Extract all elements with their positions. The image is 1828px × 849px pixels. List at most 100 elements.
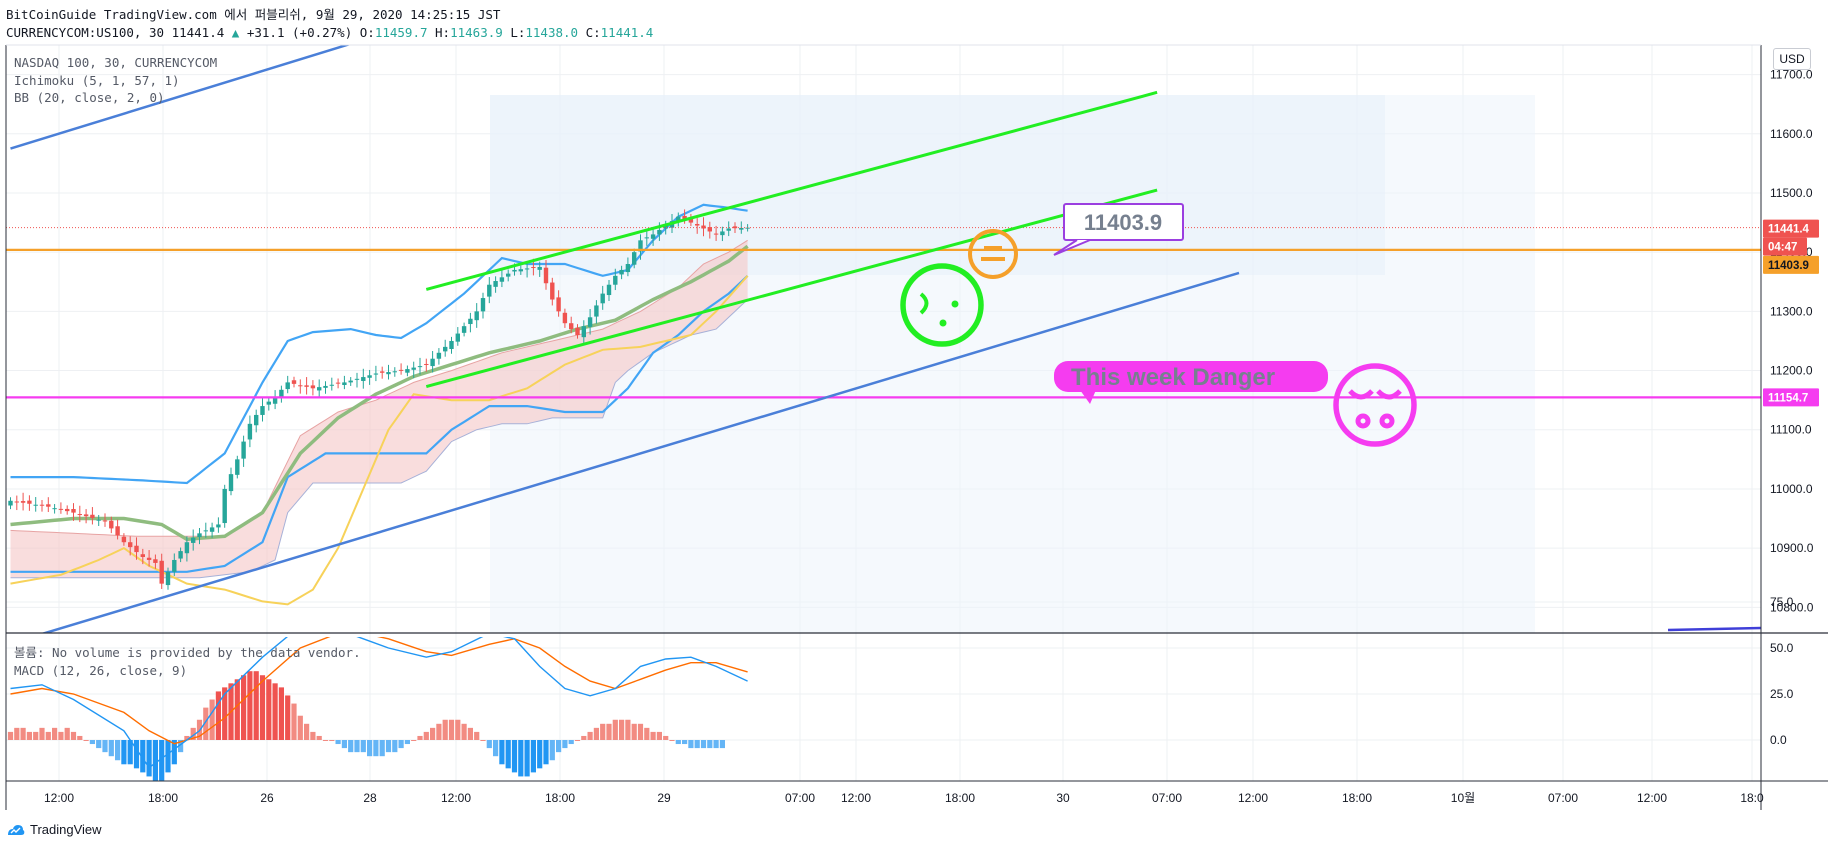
candle[interactable] <box>405 369 410 373</box>
macd-histogram-bar[interactable] <box>530 740 536 773</box>
candle[interactable] <box>39 504 45 506</box>
candle[interactable] <box>581 326 586 338</box>
macd-histogram-bar[interactable] <box>58 731 64 740</box>
candle[interactable] <box>619 269 624 275</box>
candle[interactable] <box>650 234 656 239</box>
candle[interactable] <box>27 500 32 504</box>
candle[interactable] <box>739 227 744 230</box>
candle[interactable] <box>587 317 593 327</box>
footer-brand[interactable]: TradingView <box>30 822 102 837</box>
candle[interactable] <box>613 275 618 285</box>
candle[interactable] <box>342 382 347 385</box>
candle[interactable] <box>594 305 599 317</box>
macd-histogram-bar[interactable] <box>297 715 303 740</box>
macd-histogram-bar[interactable] <box>354 740 360 753</box>
macd-histogram-bar[interactable] <box>285 695 291 740</box>
macd-histogram-bar[interactable] <box>322 740 329 741</box>
macd-histogram-bar[interactable] <box>133 740 140 769</box>
macd-histogram-bar[interactable] <box>593 727 599 740</box>
macd-histogram-bar[interactable] <box>511 740 518 773</box>
blue-trendline-upper[interactable] <box>10 30 395 150</box>
macd-histogram-bar[interactable] <box>14 727 20 740</box>
macd-histogram-bar[interactable] <box>524 740 530 777</box>
candle[interactable] <box>77 514 82 516</box>
candle[interactable] <box>600 293 605 304</box>
angry-face-icon[interactable] <box>1333 363 1417 447</box>
macd-histogram-bar[interactable] <box>373 740 379 757</box>
candle[interactable] <box>329 384 334 386</box>
legend-volume[interactable]: 볼륨: No volume is provided by the data ve… <box>14 645 361 660</box>
candle[interactable] <box>222 488 227 524</box>
macd-histogram-bar[interactable] <box>707 740 713 749</box>
green-channel-upper[interactable] <box>425 90 1158 291</box>
macd-histogram-bar[interactable] <box>430 727 436 740</box>
currency-button[interactable]: USD <box>1773 48 1811 70</box>
macd-histogram-bar[interactable] <box>209 699 215 740</box>
macd-histogram-bar[interactable] <box>385 740 392 753</box>
macd-histogram-bar[interactable] <box>152 740 158 781</box>
candle[interactable] <box>512 269 517 272</box>
candle[interactable] <box>556 297 561 312</box>
macd-histogram-bar[interactable] <box>600 723 606 740</box>
candle[interactable] <box>455 333 460 342</box>
macd-histogram-bar[interactable] <box>631 723 637 740</box>
macd-histogram-bar[interactable] <box>247 671 253 740</box>
macd-histogram-bar[interactable] <box>568 740 574 745</box>
ichimoku-base-line[interactable] <box>10 244 749 542</box>
candle[interactable] <box>65 508 70 512</box>
macd-histogram-bar[interactable] <box>455 719 461 740</box>
candle[interactable] <box>260 406 265 415</box>
candle[interactable] <box>58 508 64 510</box>
candle[interactable] <box>695 223 700 226</box>
macd-histogram-bar[interactable] <box>650 731 656 740</box>
macd-histogram-bar[interactable] <box>184 735 190 740</box>
candle[interactable] <box>335 382 341 384</box>
neutral-face-icon[interactable] <box>968 229 1018 279</box>
macd-histogram-bar[interactable] <box>505 740 511 769</box>
candle[interactable] <box>663 225 668 229</box>
candle[interactable] <box>638 240 643 252</box>
macd-histogram-bar[interactable] <box>423 731 429 740</box>
bb-upper-line[interactable] <box>10 203 748 485</box>
macd-histogram-bar[interactable] <box>215 691 221 740</box>
legend-bb[interactable]: BB (20, close, 2, 0) <box>14 90 165 105</box>
macd-signal-line[interactable] <box>10 633 748 745</box>
candle[interactable] <box>537 266 542 270</box>
macd-histogram-bar[interactable] <box>102 740 108 753</box>
candle[interactable] <box>373 373 379 375</box>
price-callout-box[interactable] <box>1063 203 1184 241</box>
candle[interactable] <box>386 372 391 375</box>
macd-histogram-bar[interactable] <box>140 740 146 773</box>
candle[interactable] <box>606 284 612 296</box>
macd-histogram-bar[interactable] <box>587 731 593 740</box>
macd-histogram-bar[interactable] <box>682 740 688 745</box>
macd-histogram-bar[interactable] <box>316 735 322 740</box>
candle[interactable] <box>285 382 290 390</box>
macd-histogram-bar[interactable] <box>518 740 524 777</box>
candle[interactable] <box>701 225 706 229</box>
candle[interactable] <box>46 504 51 507</box>
macd-histogram-bar[interactable] <box>96 740 102 749</box>
candle[interactable] <box>443 346 448 352</box>
macd-histogram-bar[interactable] <box>159 740 165 781</box>
candle[interactable] <box>625 264 631 273</box>
macd-histogram-bar[interactable] <box>127 740 133 765</box>
candle[interactable] <box>298 385 303 387</box>
candle[interactable] <box>317 387 322 391</box>
candle[interactable] <box>323 385 328 388</box>
candle[interactable] <box>562 312 568 324</box>
ichimoku-lagging-line[interactable] <box>10 275 749 606</box>
macd-histogram-bar[interactable] <box>480 740 486 741</box>
candle[interactable] <box>575 327 580 336</box>
macd-histogram-bar[interactable] <box>398 740 404 749</box>
candle[interactable] <box>134 545 139 553</box>
macd-histogram-bar[interactable] <box>556 740 562 753</box>
macd-histogram-bar[interactable] <box>486 740 492 749</box>
macd-histogram-bar[interactable] <box>644 727 650 740</box>
macd-histogram-bar[interactable] <box>625 719 631 740</box>
candle[interactable] <box>254 414 259 426</box>
danger-callout[interactable] <box>1054 361 1328 392</box>
macd-histogram-bar[interactable] <box>348 740 354 753</box>
candle[interactable] <box>235 459 240 475</box>
candle[interactable] <box>20 501 26 503</box>
